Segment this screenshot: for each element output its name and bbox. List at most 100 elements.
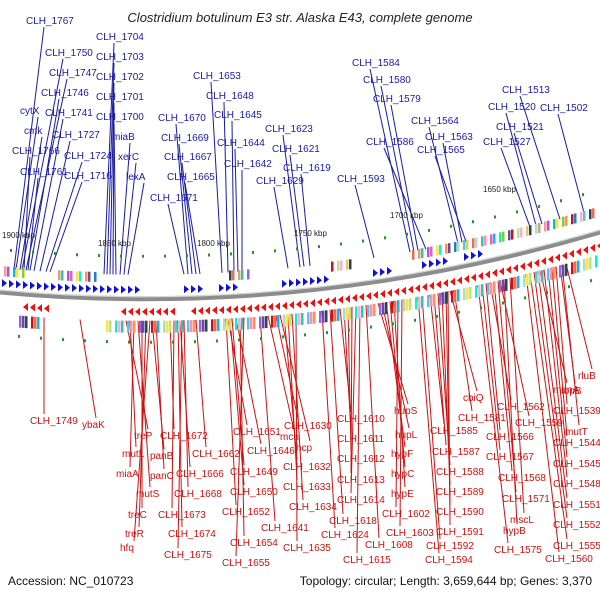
reverse-gene-label[interactable]: CLH_1571 <box>502 494 550 505</box>
reverse-gene-label[interactable]: CLH_1624 <box>321 530 369 541</box>
reverse-gene-label[interactable]: mscL <box>510 515 534 526</box>
reverse-gene-label[interactable]: hypF <box>391 449 413 460</box>
reverse-gene-label[interactable]: CLH_1575 <box>494 545 542 556</box>
forward-gene-label[interactable]: CLH_1644 <box>217 138 265 149</box>
forward-gene-label[interactable]: CLH_1564 <box>411 116 459 127</box>
reverse-gene-label[interactable]: CLH_1613 <box>337 475 385 486</box>
forward-gene-label[interactable]: CLH_1642 <box>224 159 272 170</box>
forward-gene-label[interactable]: CLH_1669 <box>161 133 209 144</box>
reverse-gene-label[interactable]: CLH_1630 <box>284 421 332 432</box>
reverse-gene-label[interactable]: hupL <box>395 430 418 441</box>
forward-gene-label[interactable]: CLH_1584 <box>352 58 400 69</box>
reverse-gene-label[interactable]: CLH_1560 <box>545 554 593 565</box>
reverse-gene-label[interactable]: CLH_1555 <box>553 541 600 552</box>
forward-gene-label[interactable]: CLH_1671 <box>150 193 198 204</box>
forward-gene-label[interactable]: CLH_1766 <box>12 146 60 157</box>
forward-gene-label[interactable]: CLH_1741 <box>45 108 93 119</box>
reverse-gene-label[interactable]: CLH_1635 <box>283 543 331 554</box>
forward-gene-label[interactable]: CLH_1513 <box>502 85 550 96</box>
reverse-gene-label[interactable]: mutT <box>565 427 588 438</box>
forward-gene-label[interactable]: CLH_1761 <box>20 167 68 178</box>
forward-gene-label[interactable]: CLH_1653 <box>193 71 241 82</box>
reverse-gene-label[interactable]: CLH_1652 <box>222 507 270 518</box>
reverse-gene-label[interactable]: panC <box>150 471 174 482</box>
forward-gene-label[interactable]: CLH_1593 <box>337 174 385 185</box>
forward-gene-label[interactable]: CLH_1724 <box>64 151 112 162</box>
reverse-gene-label[interactable]: CLH_1618 <box>329 516 377 527</box>
forward-gene-label[interactable]: CLH_1750 <box>45 48 93 59</box>
forward-gene-label[interactable]: CLH_1648 <box>206 91 254 102</box>
reverse-gene-label[interactable]: hupS <box>394 406 418 417</box>
reverse-gene-label[interactable]: hypE <box>391 489 414 500</box>
reverse-gene-label[interactable]: CLH_1559 <box>515 418 563 429</box>
forward-gene-label[interactable]: CLH_1703 <box>96 52 144 63</box>
forward-gene-label[interactable]: CLH_1701 <box>96 92 144 103</box>
reverse-gene-label[interactable]: CLH_1551 <box>553 500 600 511</box>
reverse-gene-label[interactable]: CLH_1646 <box>247 446 295 457</box>
forward-gene-label[interactable]: CLH_1521 <box>496 122 544 133</box>
reverse-gene-label[interactable]: CLH_1568 <box>498 473 546 484</box>
forward-gene-label[interactable]: CLH_1670 <box>158 113 206 124</box>
forward-gene-label[interactable]: CLH_1586 <box>366 137 414 148</box>
forward-gene-label[interactable]: CLH_1527 <box>483 137 531 148</box>
reverse-gene-label[interactable]: ybaK <box>82 420 105 431</box>
forward-gene-label[interactable]: CLH_1747 <box>49 68 97 79</box>
reverse-gene-label[interactable]: rluB <box>578 371 596 382</box>
reverse-gene-label[interactable]: CLH_1602 <box>382 509 430 520</box>
forward-gene-label[interactable]: cytX <box>20 106 40 117</box>
reverse-gene-label[interactable]: CLH_1615 <box>343 555 391 566</box>
reverse-gene-label[interactable]: CLH_1641 <box>261 523 309 534</box>
reverse-gene-label[interactable]: CLH_1674 <box>168 529 216 540</box>
forward-gene-label[interactable]: CLH_1621 <box>272 144 320 155</box>
reverse-gene-label[interactable]: treP <box>134 431 153 442</box>
reverse-gene-label[interactable]: hypC <box>391 469 414 480</box>
reverse-gene-label[interactable]: CLH_1633 <box>283 482 331 493</box>
reverse-gene-label[interactable]: hypB <box>503 526 526 537</box>
forward-gene-label[interactable]: CLH_1767 <box>26 16 74 27</box>
forward-gene-label[interactable]: cmk <box>24 126 43 137</box>
reverse-gene-label[interactable]: hcp <box>296 443 313 454</box>
reverse-gene-label[interactable]: CLH_1655 <box>222 558 270 569</box>
reverse-gene-label[interactable]: topB <box>561 386 582 397</box>
reverse-gene-label[interactable]: CLH_1614 <box>337 495 385 506</box>
reverse-gene-label[interactable]: treR <box>125 529 144 540</box>
reverse-gene-label[interactable]: CLH_1592 <box>426 541 474 552</box>
reverse-gene-label[interactable]: CLH_1567 <box>486 452 534 463</box>
reverse-gene-label[interactable]: CLH_1603 <box>386 528 434 539</box>
forward-gene-label[interactable]: CLH_1520 <box>488 102 536 113</box>
reverse-gene-label[interactable]: CLH_1591 <box>436 527 484 538</box>
forward-gene-label[interactable]: CLH_1716 <box>64 171 112 182</box>
reverse-gene-label[interactable]: miaA <box>116 469 139 480</box>
reverse-gene-label[interactable]: CLH_1594 <box>425 555 473 566</box>
reverse-gene-label[interactable]: CLH_1585 <box>430 426 478 437</box>
reverse-gene-label[interactable]: hfq <box>120 543 134 554</box>
forward-gene-label[interactable]: CLH_1629 <box>256 176 304 187</box>
reverse-gene-label[interactable]: CLH_1749 <box>30 416 78 427</box>
reverse-gene-label[interactable]: CLH_1673 <box>158 510 206 521</box>
reverse-gene-label[interactable]: CLH_1675 <box>164 550 212 561</box>
reverse-gene-label[interactable]: mutL <box>122 449 145 460</box>
forward-gene-label[interactable]: miaB <box>112 132 135 143</box>
forward-gene-label[interactable]: CLH_1579 <box>373 94 421 105</box>
reverse-gene-label[interactable]: CLH_1588 <box>436 467 484 478</box>
forward-gene-label[interactable]: CLH_1565 <box>417 145 465 156</box>
reverse-gene-label[interactable]: CLH_1539 <box>553 406 600 417</box>
reverse-gene-label[interactable]: CLH_1666 <box>176 469 224 480</box>
forward-gene-label[interactable]: CLH_1702 <box>96 72 144 83</box>
forward-gene-label[interactable]: CLH_1746 <box>41 88 89 99</box>
reverse-gene-label[interactable]: CLH_1587 <box>432 447 480 458</box>
reverse-gene-label[interactable]: CLH_1668 <box>174 489 222 500</box>
forward-gene-label[interactable]: CLH_1563 <box>425 132 473 143</box>
reverse-gene-label[interactable]: CLH_1649 <box>230 467 278 478</box>
reverse-gene-label[interactable]: mch <box>280 432 299 443</box>
reverse-gene-label[interactable]: CLH_1552 <box>553 520 600 531</box>
reverse-gene-label[interactable]: CLH_1589 <box>436 487 484 498</box>
reverse-gene-label[interactable]: CLH_1548 <box>553 479 600 490</box>
reverse-gene-label[interactable]: CLH_1634 <box>289 502 337 513</box>
reverse-gene-label[interactable]: CLH_1581 <box>458 413 506 424</box>
reverse-gene-label[interactable]: CLH_1662 <box>192 449 240 460</box>
reverse-gene-label[interactable]: CLH_1651 <box>233 427 281 438</box>
reverse-gene-label[interactable]: CLH_1610 <box>337 414 385 425</box>
reverse-gene-label[interactable]: CLH_1612 <box>337 454 385 465</box>
reverse-gene-label[interactable]: mutS <box>136 489 160 500</box>
